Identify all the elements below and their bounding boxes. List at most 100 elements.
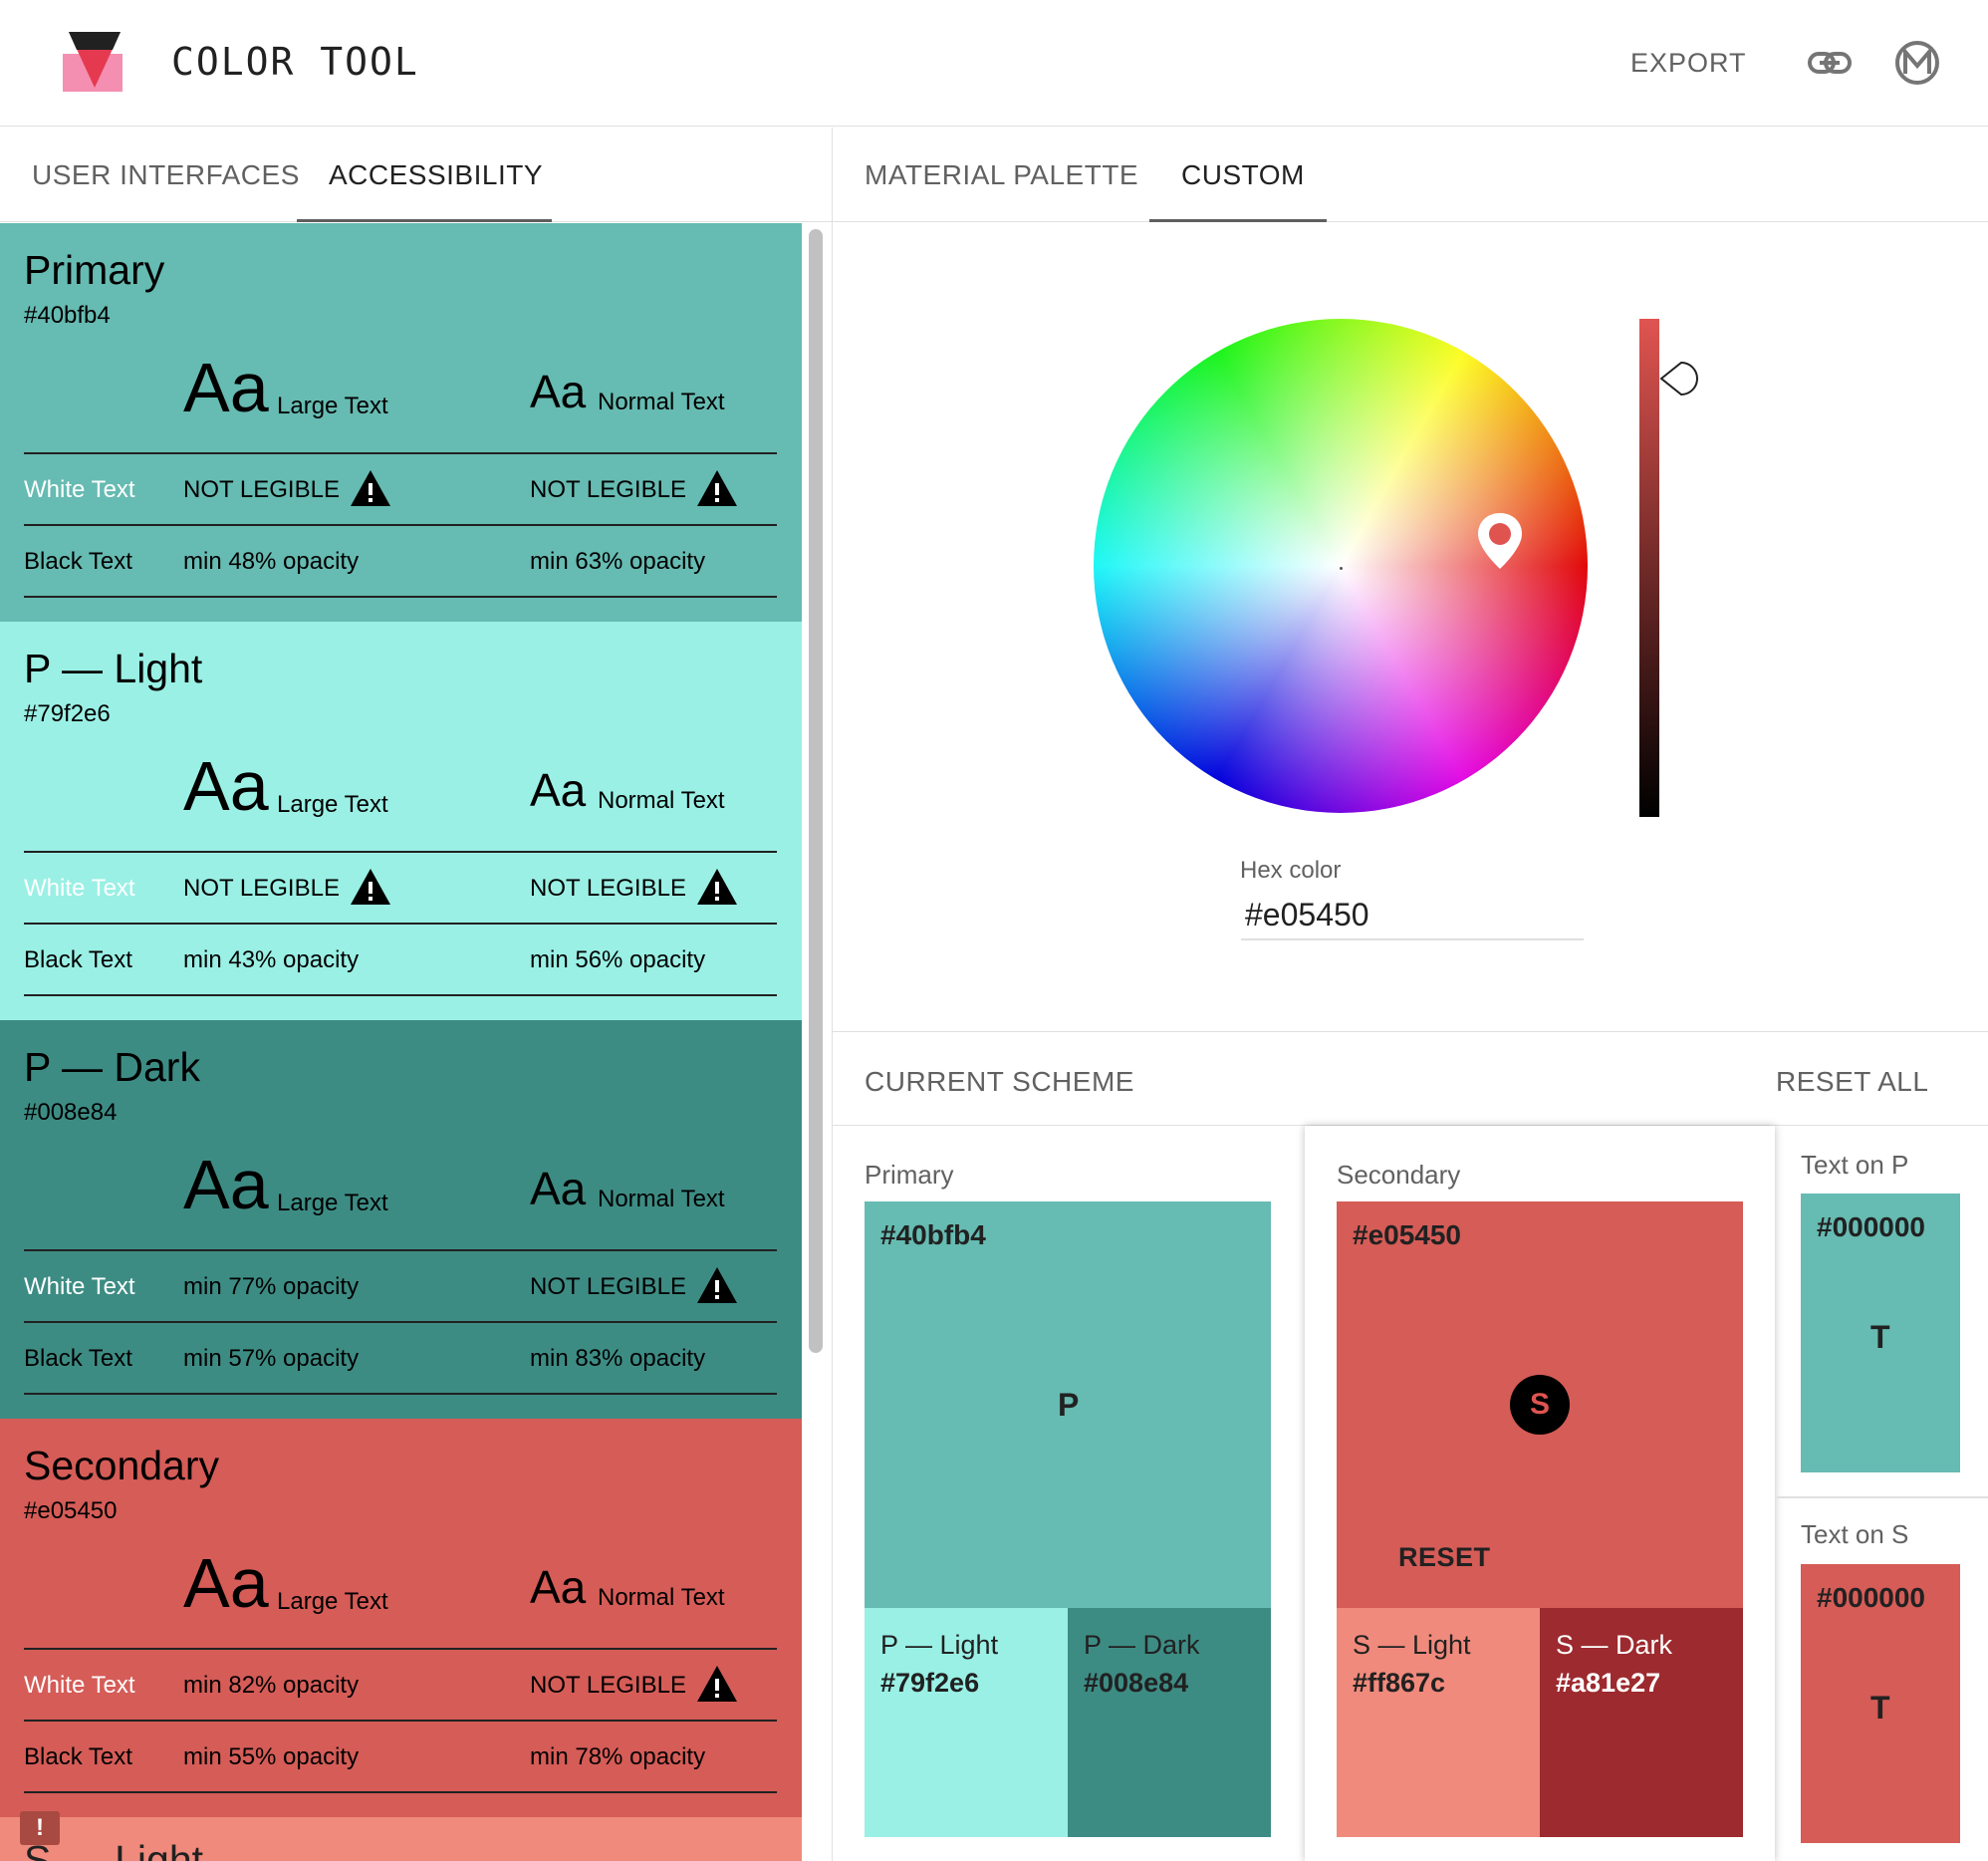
white-text-label: White Text [24,476,135,503]
black-large-result: min 57% opacity [183,1345,360,1372]
left-tab-bar: USER INTERFACES ACCESSIBILITY [0,128,832,222]
app-bar: COLOR TOOL EXPORT [0,0,1988,127]
normal-text-sample: Aa [530,1163,587,1214]
divider [24,994,777,996]
divider [1777,1496,1988,1498]
large-text-sample: Aa [183,349,269,426]
divider [24,596,777,598]
white-large-result: min 77% opacity [183,1273,360,1300]
black-normal-result: min 63% opacity [530,548,706,575]
black-normal-result: min 83% opacity [530,1345,706,1372]
divider [24,1393,777,1395]
large-text-label: Large Text [277,393,388,419]
accessibility-list: Primary #40bfb4 Aa Large Text Aa Normal Text W… [0,223,802,1861]
text-on-s-swatch[interactable]: #000000 T [1801,1564,1960,1843]
accessibility-card-primary: Primary #40bfb4 Aa Large Text Aa Normal Text W… [0,223,802,622]
text-on-p-label: Text on P [1801,1150,1909,1180]
white-text-label: White Text [24,875,135,902]
primary-hex: #40bfb4 [880,1219,986,1250]
normal-text-sample: Aa [530,366,587,417]
warning-icon [349,468,392,508]
large-text-sample: Aa [183,747,269,825]
text-on-p-hex: #000000 [1817,1211,1926,1242]
secondary-swatch[interactable]: #e05450 S RESET [1337,1201,1743,1608]
primary-label: Primary [865,1160,954,1190]
right-tab-bar: MATERIAL PALETTE CUSTOM [833,128,1988,222]
active-tab-indicator [1149,219,1327,222]
card-hex: #79f2e6 [24,700,111,727]
primary-swatch[interactable]: #40bfb4 P [865,1201,1271,1608]
text-color-group: Text on P #000000 T Text on S #000000 T [1777,1126,1988,1861]
white-normal-result: NOT LEGIBLE [530,1273,686,1300]
normal-text-sample: Aa [530,1561,587,1613]
warning-icon [695,1265,739,1305]
tab-custom[interactable]: CUSTOM [1181,159,1305,190]
text-on-p-swatch[interactable]: #000000 T [1801,1194,1960,1472]
color-picker: Hex color [833,223,1988,1032]
slider-handle-icon[interactable] [1659,359,1707,399]
divider [24,923,777,925]
material-design-icon[interactable] [1894,40,1940,86]
warning-icon [695,468,739,508]
reset-button[interactable]: RESET [1398,1542,1491,1572]
tab-material-palette[interactable]: MATERIAL PALETTE [865,159,1139,190]
accessibility-card-secondary: Secondary #e05450 Aa Large Text Aa Normal Tex… [0,1419,802,1817]
warning-icon [695,867,739,907]
primary-dark-swatch[interactable]: P — Dark #008e84 [1068,1608,1271,1837]
hex-color-label: Hex color [1240,857,1342,884]
value-slider[interactable] [1639,319,1659,817]
tab-user-interfaces[interactable]: USER INTERFACES [32,159,300,190]
accessibility-card-p-light: P — Light #79f2e6 Aa Large Text Aa Normal Tex… [0,622,802,1020]
large-text-sample: Aa [183,1146,269,1223]
color-wheel[interactable] [1094,319,1588,813]
card-title: P — Dark [24,1044,200,1090]
white-large-result: NOT LEGIBLE [183,476,340,503]
current-scheme-title: CURRENT SCHEME [865,1066,1134,1097]
black-normal-result: min 56% opacity [530,946,706,973]
black-large-result: min 55% opacity [183,1743,360,1770]
black-text-label: Black Text [24,946,132,973]
primary-light-name: P — Light [880,1630,999,1660]
secondary-scheme-group: Secondary #e05450 S RESET S — Light #ff8… [1305,1126,1775,1861]
scrollbar-thumb[interactable] [809,229,823,1353]
card-title: Primary [24,247,165,293]
divider [24,524,777,526]
white-normal-result: NOT LEGIBLE [530,476,686,503]
warning-icon [349,867,392,907]
alert-icon[interactable]: ! [20,1811,60,1845]
black-normal-result: min 78% opacity [530,1743,706,1770]
secondary-light-swatch[interactable]: S — Light #ff867c [1337,1608,1540,1837]
card-hex: #e05450 [24,1497,118,1524]
tab-accessibility[interactable]: ACCESSIBILITY [329,159,544,190]
divider [24,1249,777,1251]
text-on-p-letter: T [1870,1319,1890,1355]
normal-text-sample: Aa [530,764,587,816]
card-title: P — Light [24,646,203,691]
black-text-label: Black Text [24,1743,132,1770]
primary-dark-name: P — Dark [1084,1630,1200,1660]
accessibility-card-s-light: S — Light [0,1817,802,1861]
white-text-label: White Text [24,1672,135,1699]
black-text-label: Black Text [24,548,132,575]
hex-color-input[interactable] [1241,891,1584,940]
normal-text-label: Normal Text [598,389,725,415]
link-icon[interactable] [1808,46,1852,82]
text-on-s-label: Text on S [1801,1519,1909,1549]
divider [24,1720,777,1722]
text-on-s-letter: T [1870,1690,1890,1726]
card-title: Secondary [24,1443,220,1488]
color-wheel-marker-icon[interactable] [1476,511,1524,573]
normal-text-label: Normal Text [598,787,725,814]
warning-icon [695,1664,739,1704]
text-on-s-hex: #000000 [1817,1582,1926,1613]
black-text-label: Black Text [24,1345,132,1372]
export-button[interactable]: EXPORT [1630,48,1747,78]
reset-all-button[interactable]: RESET ALL [1776,1066,1929,1097]
secondary-dark-swatch[interactable]: S — Dark #a81e27 [1540,1608,1743,1837]
primary-light-swatch[interactable]: P — Light #79f2e6 [865,1608,1068,1837]
secondary-dark-hex: #a81e27 [1556,1668,1661,1698]
secondary-light-hex: #ff867c [1353,1668,1446,1698]
divider [24,1791,777,1793]
active-tab-indicator [297,219,552,222]
current-scheme-header: CURRENT SCHEME RESET ALL [833,1033,1988,1126]
